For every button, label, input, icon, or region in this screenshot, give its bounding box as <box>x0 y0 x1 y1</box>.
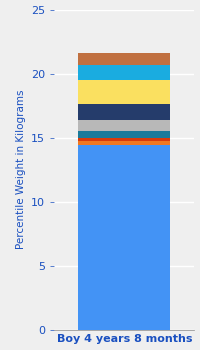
Bar <box>78 131 170 138</box>
Bar <box>78 145 170 330</box>
Bar <box>78 80 170 104</box>
Bar <box>78 120 170 131</box>
Bar <box>78 141 170 145</box>
Bar <box>78 53 170 65</box>
Bar <box>78 104 170 120</box>
Bar <box>78 65 170 80</box>
Y-axis label: Percentile Weight in Kilograms: Percentile Weight in Kilograms <box>16 90 26 249</box>
Bar <box>78 138 170 141</box>
